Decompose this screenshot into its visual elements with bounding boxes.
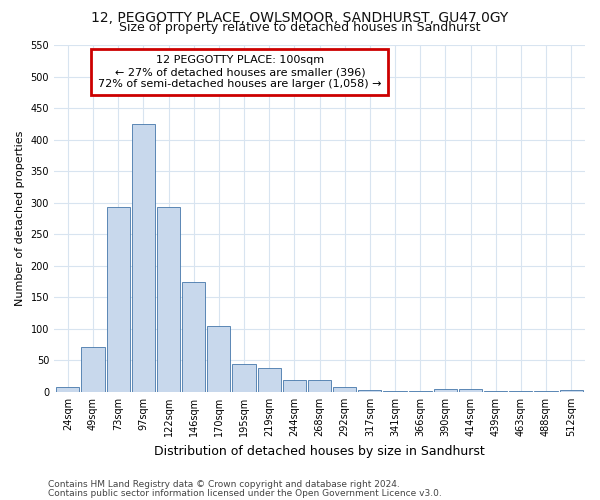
Bar: [283, 380, 306, 392]
Bar: [132, 124, 155, 392]
Bar: [358, 390, 382, 392]
Text: Size of property relative to detached houses in Sandhurst: Size of property relative to detached ho…: [119, 22, 481, 35]
Text: Contains public sector information licensed under the Open Government Licence v3: Contains public sector information licen…: [48, 489, 442, 498]
Bar: [560, 390, 583, 392]
Text: Contains HM Land Registry data © Crown copyright and database right 2024.: Contains HM Land Registry data © Crown c…: [48, 480, 400, 489]
Bar: [82, 346, 104, 392]
Bar: [157, 207, 180, 392]
Bar: [308, 380, 331, 392]
Bar: [434, 389, 457, 392]
Text: 12 PEGGOTTY PLACE: 100sqm
← 27% of detached houses are smaller (396)
72% of semi: 12 PEGGOTTY PLACE: 100sqm ← 27% of detac…: [98, 56, 382, 88]
X-axis label: Distribution of detached houses by size in Sandhurst: Distribution of detached houses by size …: [154, 444, 485, 458]
Bar: [207, 326, 230, 392]
Bar: [257, 368, 281, 392]
Bar: [333, 387, 356, 392]
Text: 12, PEGGOTTY PLACE, OWLSMOOR, SANDHURST, GU47 0GY: 12, PEGGOTTY PLACE, OWLSMOOR, SANDHURST,…: [91, 11, 509, 25]
Bar: [56, 387, 79, 392]
Bar: [182, 282, 205, 392]
Bar: [107, 207, 130, 392]
Bar: [232, 364, 256, 392]
Bar: [459, 389, 482, 392]
Y-axis label: Number of detached properties: Number of detached properties: [15, 131, 25, 306]
Bar: [383, 390, 407, 392]
